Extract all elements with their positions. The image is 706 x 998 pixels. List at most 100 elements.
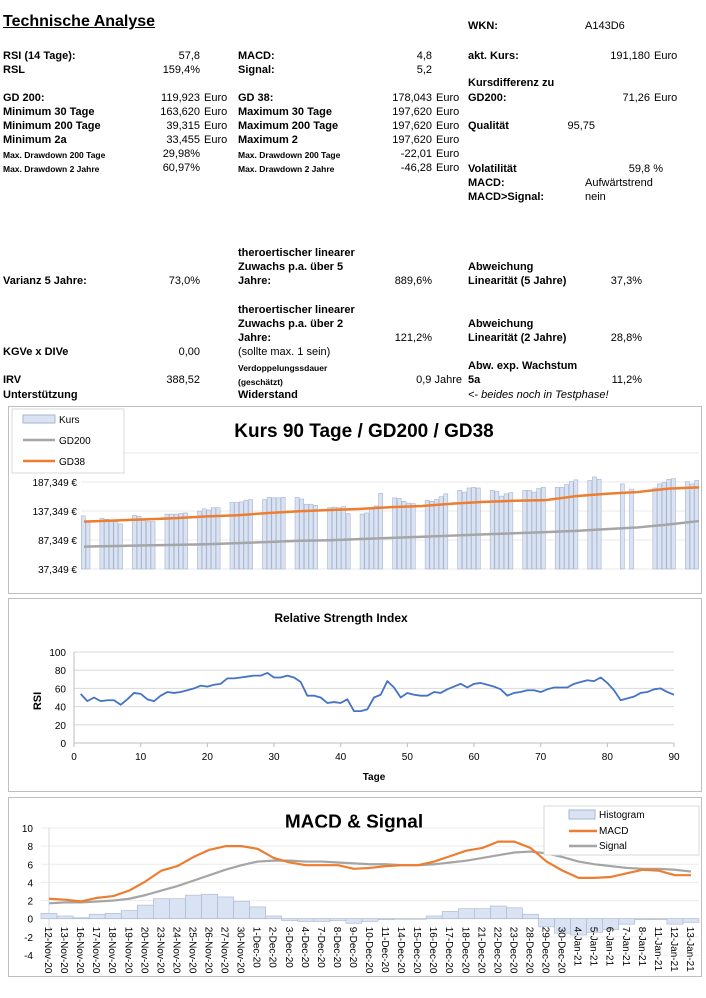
kurs-bar bbox=[685, 481, 690, 570]
y-tick-label: 37,349 € bbox=[38, 565, 77, 576]
kurs-bar bbox=[443, 493, 449, 570]
kurs-bar bbox=[341, 506, 346, 570]
histogram-bar bbox=[72, 917, 90, 920]
histogram-bar bbox=[538, 918, 555, 928]
min30-value: 163,620 bbox=[160, 106, 200, 118]
chart-legend: Kurs GD200 GD38 bbox=[11, 408, 125, 474]
verdoppelung-label: Verdoppelungssdauer bbox=[238, 363, 328, 373]
histogram-bar bbox=[409, 918, 427, 920]
kurs-bar bbox=[466, 487, 472, 570]
x-tick-label: 22-Dec-20 bbox=[491, 927, 502, 974]
gd38-line bbox=[83, 486, 700, 523]
x-tick-label: 5-Jan-21 bbox=[588, 927, 599, 967]
x-axis-label: Tage bbox=[363, 772, 386, 783]
max200-label: Maximum 200 Tage bbox=[238, 120, 339, 132]
kurs-bar bbox=[238, 501, 244, 570]
kurs-bar bbox=[359, 513, 365, 570]
dd200-label: Max. Drawdown 200 Tage bbox=[238, 150, 341, 160]
kurs-bar bbox=[248, 499, 253, 570]
x-tick-label: 4-Jan-21 bbox=[572, 927, 583, 967]
kgve-label: KGVe x DIVe bbox=[3, 346, 69, 358]
abw2-value: 28,8% bbox=[610, 332, 642, 344]
kurs-bar bbox=[331, 506, 337, 570]
histogram-bar bbox=[457, 908, 475, 920]
histogram-bar bbox=[361, 918, 379, 922]
kurs-bar bbox=[178, 513, 184, 570]
dd200-value: 29,98% bbox=[162, 148, 200, 160]
kurs-bar bbox=[308, 503, 314, 570]
histogram-bar bbox=[634, 918, 652, 920]
kurs-value: 191,180 bbox=[610, 50, 650, 62]
currency: Euro bbox=[204, 134, 228, 146]
x-tick-label: 1-Dec-20 bbox=[251, 927, 262, 969]
verdoppelung-value: 0,9 Jahre bbox=[416, 374, 462, 386]
wkn-value: A143D6 bbox=[585, 20, 625, 32]
x-tick-label: 14-Dec-20 bbox=[395, 927, 406, 974]
y-tick-label: 6 bbox=[27, 860, 33, 871]
diff-label: Kursdifferenz zu bbox=[468, 77, 555, 89]
kurs-bar bbox=[266, 496, 272, 570]
kurs-bar bbox=[489, 490, 495, 570]
rsi-chart-svg: Relative Strength Index RSI Tage 0 20 40 60… bbox=[32, 611, 680, 783]
kurs-bar bbox=[141, 519, 147, 570]
y-tick-label: 137,349 € bbox=[33, 507, 78, 518]
y-tick-label: 0 bbox=[27, 915, 33, 926]
x-tick-label: 7-Jan-21 bbox=[620, 927, 631, 967]
histogram-bar bbox=[217, 896, 234, 920]
y-tick-label: -4 bbox=[24, 951, 33, 962]
macd-trend-value: Aufwärtstrend bbox=[585, 177, 653, 189]
min200-value: 39,315 bbox=[166, 120, 200, 132]
irv-label: IRV bbox=[3, 374, 22, 386]
kurs-bar bbox=[229, 502, 235, 570]
abw5-value: 37,3% bbox=[610, 275, 642, 287]
y-tick-label: 40 bbox=[55, 703, 67, 714]
histogram-bar bbox=[104, 912, 122, 920]
kurs-bar bbox=[164, 513, 170, 570]
x-tick-label: 29-Dec-20 bbox=[540, 927, 551, 974]
kurs-bar bbox=[183, 512, 188, 570]
x-tick-label: 90 bbox=[668, 752, 680, 763]
y-tick-label: 80 bbox=[55, 666, 67, 677]
kurs-bar bbox=[211, 507, 216, 570]
abwexp-value: 11,2% bbox=[611, 374, 642, 386]
legend-macd: MACD bbox=[599, 826, 628, 837]
kurs-bar bbox=[364, 512, 370, 570]
histogram-bar bbox=[650, 918, 668, 920]
y-tick-label: -2 bbox=[24, 933, 33, 944]
histogram-bar bbox=[490, 905, 507, 920]
lin2-label-2: Zuwachs p.a. über 2 bbox=[238, 318, 344, 330]
legend-histogram-swatch bbox=[568, 809, 596, 820]
currency: Euro bbox=[436, 92, 460, 104]
y-tick-label: 100 bbox=[49, 648, 66, 659]
dd200-value: -22,01 bbox=[400, 148, 432, 160]
macd-signal-label: MACD>Signal: bbox=[468, 191, 545, 203]
legend-kurs: Kurs bbox=[59, 415, 80, 426]
kurs-bar bbox=[587, 480, 593, 570]
kurs-chart: Kurs 90 Tage / GD200 / GD38 187,349 € 137… bbox=[8, 406, 702, 594]
macd-trend-label: MACD: bbox=[468, 177, 505, 189]
x-tick-label: 26-Nov-20 bbox=[203, 927, 214, 974]
kurs-bar bbox=[294, 496, 300, 570]
y-tick-label: 20 bbox=[55, 721, 67, 732]
x-tick-label: 80 bbox=[602, 752, 614, 763]
abw2-label: Abweichung bbox=[468, 318, 534, 330]
rsi-chart: Relative Strength Index RSI Tage 0 20 40 60… bbox=[8, 598, 702, 792]
rsl-value: 159,4% bbox=[162, 64, 200, 76]
legend-signal: Signal bbox=[599, 841, 627, 852]
signal-value: 5,2 bbox=[416, 64, 432, 76]
kurs-bar bbox=[559, 487, 565, 570]
kurs-bar bbox=[173, 513, 179, 570]
wkn-label: WKN: bbox=[468, 20, 498, 32]
macd-chart-svg: MACD & Signal -4 -2 0 2 4 6 8 10 12-Nov-20 13-Nov… bbox=[22, 805, 700, 974]
kurs-bar bbox=[541, 487, 546, 570]
kurs-bar bbox=[503, 493, 509, 570]
kurs-bar bbox=[201, 508, 207, 570]
x-tick-label: 24-Nov-20 bbox=[170, 927, 181, 974]
histogram-bar bbox=[618, 918, 636, 925]
dd200-label: Max. Drawdown 200 Tage bbox=[3, 150, 106, 160]
y-tick-label: 4 bbox=[27, 878, 33, 889]
kurs-bar bbox=[508, 492, 514, 570]
min2a-value: 33,455 bbox=[166, 134, 200, 146]
kurs-bar bbox=[694, 480, 699, 570]
currency: Euro bbox=[436, 120, 460, 132]
